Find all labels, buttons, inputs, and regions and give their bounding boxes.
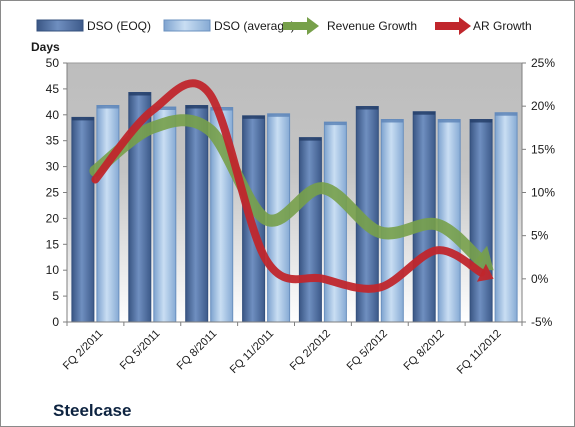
bar-cap-dso-average-4 (324, 122, 347, 126)
bar-cap-dso-eoq-1 (128, 92, 151, 96)
y2-tick-label-2: 5% (531, 229, 549, 243)
legend-label-revenue-growth: Revenue Growth (327, 19, 417, 33)
y-tick-label-10: 50 (46, 56, 60, 70)
legend-item-dso-eoq: DSO (EOQ) (36, 19, 151, 33)
bar-cap-dso-average-7 (495, 112, 518, 116)
legend-label-dso-average: DSO (average) (214, 19, 295, 33)
bar-dso-eoq-7 (469, 119, 493, 323)
y2-tick-label-4: 15% (531, 142, 555, 156)
bar-dso-average-0 (96, 105, 120, 323)
y-tick-label-7: 35 (46, 134, 60, 148)
y-tick-label-8: 40 (46, 108, 60, 122)
bar-dso-average-4 (323, 121, 347, 323)
y-tick-label-3: 15 (46, 237, 60, 251)
y2-tick-label-5: 20% (531, 99, 555, 113)
legend-swatch-dso-eoq (36, 19, 84, 32)
y2-tick-label-1: 0% (531, 272, 549, 286)
bar-cap-dso-eoq-4 (299, 137, 322, 141)
bar-dso-average-5 (380, 119, 404, 323)
x-category-label-0: FQ 2/2011 (61, 328, 106, 373)
y-tick-label-2: 10 (46, 263, 60, 277)
bar-dso-eoq-0 (71, 116, 95, 323)
y2-tick-label-3: 10% (531, 186, 555, 200)
bar-cap-dso-average-0 (96, 105, 119, 109)
y-tick-label-4: 20 (46, 211, 60, 225)
y2-tick-label-0: -5% (531, 315, 553, 329)
bar-dso-eoq-6 (412, 111, 436, 323)
bar-cap-dso-eoq-6 (413, 111, 436, 115)
bar-cap-dso-eoq-0 (71, 117, 94, 121)
x-category-label-4: FQ 2/2012 (288, 328, 333, 373)
legend-label-ar-growth: AR Growth (473, 19, 532, 33)
y-tick-label-5: 25 (46, 186, 60, 200)
x-category-label-7: FQ 11/2012 (455, 328, 504, 377)
bar-cap-dso-average-6 (438, 119, 461, 123)
bar-cap-dso-eoq-5 (356, 106, 379, 110)
y-axis-title: Days (31, 40, 60, 54)
bar-cap-dso-average-5 (381, 119, 404, 123)
legend-label-dso-eoq: DSO (EOQ) (87, 19, 151, 33)
x-category-label-3: FQ 11/2011 (228, 328, 276, 376)
arrow-head-ar-growth (476, 263, 494, 282)
x-category-label-2: FQ 8/2011 (175, 328, 220, 373)
bar-dso-average-7 (494, 112, 518, 323)
x-category-label-5: FQ 5/2012 (345, 328, 390, 373)
x-category-label-1: FQ 5/2011 (118, 328, 163, 373)
arrow-line-revenue-growth (89, 114, 484, 264)
y2-tick-label-6: 25% (531, 56, 555, 70)
legend-item-dso-average: DSO (average) (163, 19, 295, 33)
legend-swatch-revenue-growth (283, 17, 319, 35)
bar-dso-eoq-4 (298, 137, 322, 323)
bar-cap-dso-eoq-2 (185, 105, 208, 109)
company-label: Steelcase (53, 401, 131, 420)
legend-item-ar-growth: AR Growth (435, 17, 532, 35)
arrow-line-ar-growth (91, 79, 486, 293)
legend-item-revenue-growth: Revenue Growth (283, 17, 417, 35)
arrow-group (89, 79, 494, 293)
legend-swatch-dso-average (163, 19, 211, 32)
bar-cap-dso-average-3 (267, 113, 290, 117)
bar-dso-average-1 (153, 106, 177, 323)
bar-cap-dso-eoq-3 (242, 115, 265, 119)
x-category-label-6: FQ 8/2012 (402, 328, 447, 373)
bar-cap-dso-average-1 (153, 107, 176, 110)
y-tick-label-6: 30 (46, 160, 60, 174)
y-tick-label-0: 0 (52, 315, 59, 329)
y-tick-label-1: 5 (52, 289, 59, 303)
legend: DSO (EOQ) DSO (average) Revenue Growth A… (36, 17, 532, 35)
legend-swatch-ar-growth (435, 17, 471, 35)
y-tick-label-9: 45 (46, 82, 60, 96)
bar-dso-eoq-2 (185, 105, 209, 323)
bar-cap-dso-eoq-7 (470, 119, 493, 123)
